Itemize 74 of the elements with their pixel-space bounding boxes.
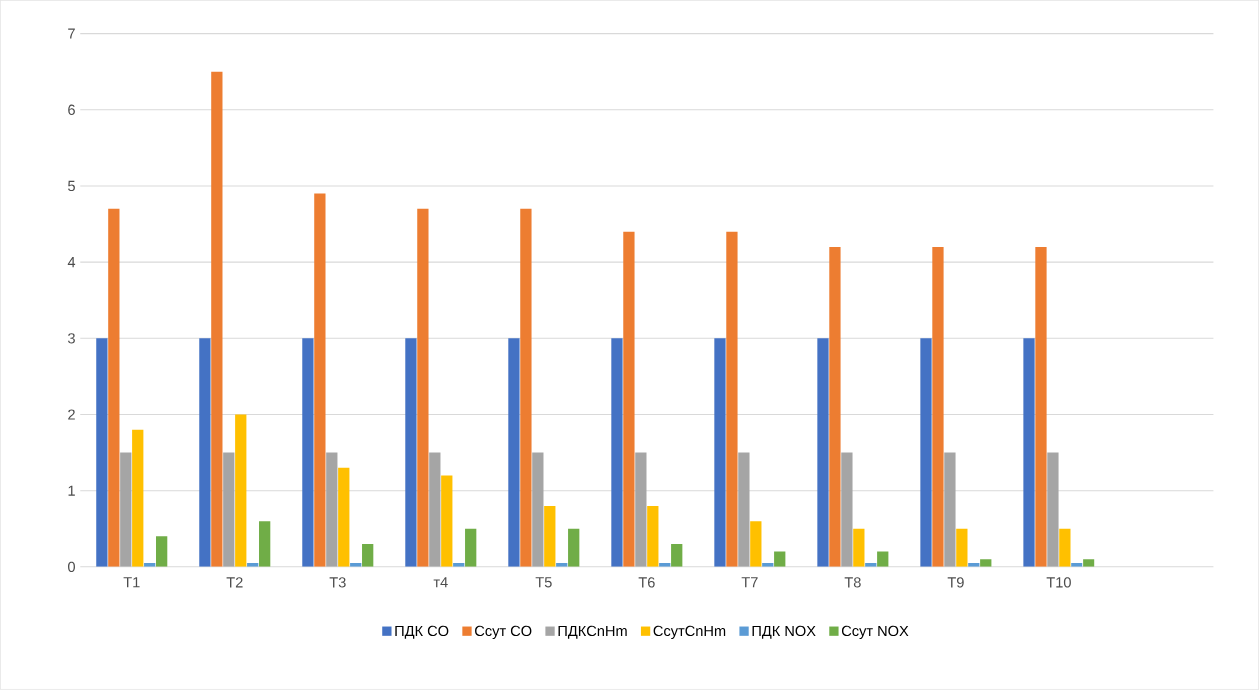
bar	[156, 536, 168, 567]
x-tick-label: Т7	[741, 577, 758, 588]
bar	[714, 338, 726, 567]
y-tick-label: 6	[68, 104, 75, 116]
bar	[96, 338, 108, 567]
bar	[259, 521, 271, 567]
x-tick-label: т4	[433, 577, 448, 588]
bar	[1047, 452, 1059, 567]
bar	[623, 231, 635, 567]
y-tick-label: 3	[68, 333, 75, 344]
bar	[980, 559, 992, 567]
bar	[429, 452, 441, 567]
y-tick-label: 7	[68, 28, 75, 39]
y-tick-label: 4	[67, 257, 76, 268]
bar	[465, 528, 477, 567]
bar	[532, 452, 544, 567]
bar	[1023, 338, 1035, 567]
bar	[944, 452, 956, 567]
bar	[774, 551, 786, 567]
bar	[223, 452, 235, 567]
bar	[841, 452, 853, 567]
bar	[829, 247, 841, 567]
legend-label: ПДК CO	[395, 625, 449, 639]
x-tick-label: Т3	[329, 577, 346, 588]
bar	[120, 452, 132, 567]
x-tick-label: Т9	[947, 577, 964, 588]
legend-label: ПДК NOX	[752, 625, 816, 639]
legend-label: ПДКCnHm	[558, 625, 627, 639]
x-tick-label: Т6	[638, 577, 655, 588]
bar	[877, 551, 889, 567]
bar	[417, 208, 429, 567]
bar	[405, 338, 417, 567]
bar	[108, 208, 120, 567]
bar	[544, 506, 556, 567]
bar	[1035, 247, 1047, 567]
y-tick-label: 5	[68, 180, 75, 192]
bar	[738, 452, 750, 567]
y-tick-label: 2	[68, 409, 75, 420]
bar	[441, 475, 453, 567]
bar	[920, 338, 932, 567]
legend-label: Ссут NOX	[841, 625, 909, 640]
bar	[132, 429, 144, 567]
bar	[853, 528, 865, 567]
x-tick-label: Т1	[123, 577, 140, 588]
bar	[338, 467, 350, 567]
legend-label: Ссут CO	[475, 625, 532, 640]
bar	[817, 338, 829, 567]
bar	[211, 71, 223, 567]
bar	[568, 528, 580, 567]
bar	[520, 208, 532, 567]
bar	[1059, 528, 1071, 567]
bar	[1083, 559, 1095, 567]
bar	[508, 338, 520, 567]
bar	[635, 452, 647, 567]
bar	[671, 544, 683, 567]
bar	[199, 338, 211, 567]
x-tick-label: Т2	[226, 577, 243, 588]
bar	[726, 231, 738, 567]
bar	[314, 193, 326, 567]
x-tick-label: Т10	[1046, 577, 1071, 588]
bar	[302, 338, 314, 567]
legend-label: СсутCnHm	[653, 625, 726, 640]
y-tick-label: 0	[68, 561, 75, 573]
bar	[932, 247, 944, 567]
bar	[362, 544, 374, 567]
bar	[326, 452, 338, 567]
bar	[956, 528, 968, 567]
y-tick-label: 1	[68, 485, 75, 496]
x-tick-label: Т5	[535, 577, 552, 588]
bar	[235, 414, 247, 567]
bar	[647, 506, 659, 567]
x-tick-label: Т8	[844, 577, 861, 588]
bar	[750, 521, 762, 567]
bar	[611, 338, 623, 567]
